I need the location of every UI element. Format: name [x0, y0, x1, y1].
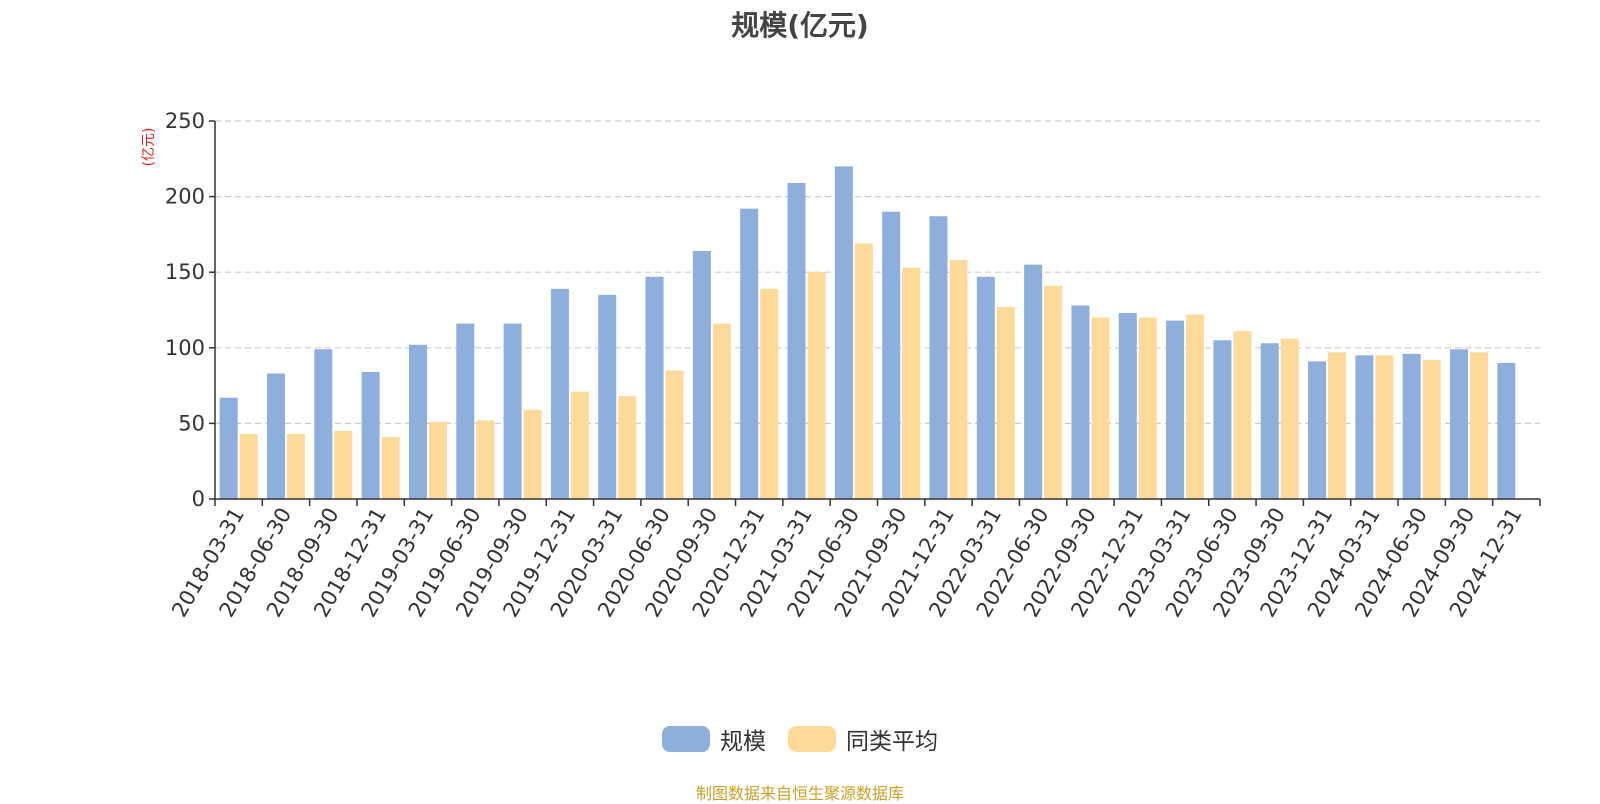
bar-peer-average[interactable]: [239, 433, 258, 499]
bar-peer-average[interactable]: [712, 323, 731, 499]
bar-scale[interactable]: [598, 294, 617, 499]
bar-peer-average[interactable]: [428, 421, 447, 499]
bar-scale[interactable]: [882, 211, 901, 499]
bar-peer-average[interactable]: [1091, 317, 1110, 499]
bar-peer-average[interactable]: [1186, 314, 1205, 499]
bar-scale[interactable]: [408, 344, 427, 499]
bar-scale[interactable]: [976, 276, 995, 499]
bar-peer-average[interactable]: [618, 396, 637, 499]
bar-peer-average[interactable]: [1470, 352, 1489, 499]
bar-scale[interactable]: [1497, 362, 1516, 499]
y-tick-label: 250: [165, 109, 205, 133]
bar-scale[interactable]: [787, 182, 806, 499]
bar-peer-average[interactable]: [334, 430, 353, 499]
legend-swatch: [662, 726, 710, 752]
y-tick-label: 50: [178, 411, 205, 435]
bar-peer-average[interactable]: [854, 243, 873, 499]
bar-peer-average[interactable]: [523, 409, 542, 499]
bar-peer-average[interactable]: [949, 260, 968, 499]
bar-scale[interactable]: [740, 208, 759, 500]
bar-scale[interactable]: [503, 323, 522, 499]
bar-scale[interactable]: [1450, 349, 1469, 499]
bar-scale[interactable]: [1260, 343, 1279, 499]
bar-peer-average[interactable]: [381, 437, 400, 499]
bar-peer-average[interactable]: [807, 272, 826, 499]
bars: [219, 166, 1516, 500]
bar-scale[interactable]: [1118, 313, 1137, 499]
legend-item-peer-average[interactable]: 同类平均: [788, 722, 938, 756]
bar-scale[interactable]: [834, 166, 853, 500]
bar-scale[interactable]: [219, 397, 238, 499]
bar-peer-average[interactable]: [1233, 331, 1252, 499]
legend-swatch: [788, 726, 836, 752]
chart-title: 规模(亿元): [731, 9, 869, 42]
bar-peer-average[interactable]: [286, 433, 305, 499]
legend: 规模 同类平均: [0, 722, 1600, 756]
bar-peer-average[interactable]: [476, 420, 495, 499]
bar-peer-average[interactable]: [996, 306, 1015, 499]
legend-label: 规模: [720, 729, 766, 755]
legend-item-scale[interactable]: 规模: [662, 722, 766, 756]
bar-scale[interactable]: [692, 251, 711, 499]
legend-label: 同类平均: [846, 729, 938, 755]
y-tick-label: 0: [192, 487, 205, 511]
bar-scale[interactable]: [361, 371, 380, 499]
bar-peer-average[interactable]: [1044, 285, 1063, 499]
bar-scale[interactable]: [1355, 355, 1374, 499]
bar-peer-average[interactable]: [570, 391, 589, 499]
bar-peer-average[interactable]: [1422, 359, 1441, 499]
bar-scale[interactable]: [1071, 305, 1090, 499]
bar-scale[interactable]: [550, 288, 569, 499]
source-note: 制图数据来自恒生聚源数据库: [695, 784, 904, 803]
y-axis-label: (亿元): [141, 128, 157, 167]
y-tick-label: 200: [165, 185, 205, 209]
bar-scale[interactable]: [456, 323, 475, 499]
bar-peer-average[interactable]: [1375, 355, 1394, 499]
bar-peer-average[interactable]: [760, 288, 779, 499]
bar-peer-average[interactable]: [902, 267, 921, 499]
y-tick-label: 150: [165, 260, 205, 284]
bar-peer-average[interactable]: [1280, 338, 1299, 499]
bar-peer-average[interactable]: [665, 370, 684, 499]
bar-scale[interactable]: [266, 373, 285, 499]
bar-scale[interactable]: [314, 349, 333, 499]
axes: [209, 120, 1541, 506]
y-tick-label: 100: [165, 336, 205, 360]
bar-scale[interactable]: [645, 276, 664, 499]
bar-scale[interactable]: [1308, 361, 1327, 499]
bar-scale[interactable]: [929, 216, 948, 500]
bar-peer-average[interactable]: [1328, 352, 1347, 499]
bar-peer-average[interactable]: [1138, 317, 1157, 499]
bar-scale[interactable]: [1213, 340, 1232, 499]
bar-scale[interactable]: [1024, 264, 1043, 499]
bar-scale[interactable]: [1166, 320, 1185, 499]
bar-scale[interactable]: [1402, 353, 1421, 499]
